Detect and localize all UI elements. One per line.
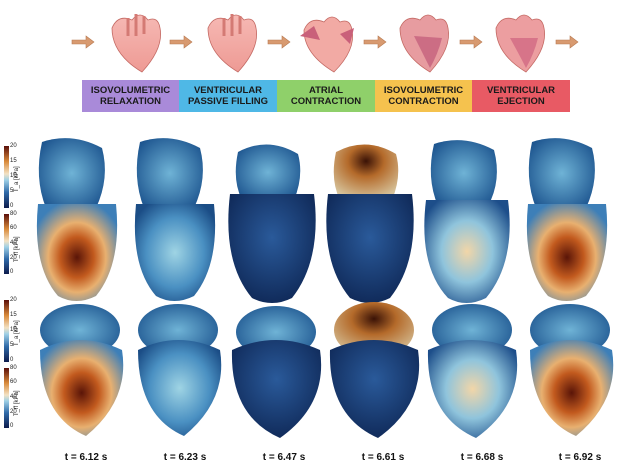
tick-label: 20 xyxy=(10,143,17,149)
heart-row1-t612 xyxy=(36,138,118,301)
heart-row2-t692 xyxy=(530,304,614,436)
colorbar-label: T_ff [kPa] xyxy=(14,236,20,262)
heart-icon xyxy=(300,16,354,73)
heart-icon xyxy=(399,14,449,73)
tick-label: 20 xyxy=(10,297,17,303)
heart-row1-t661 xyxy=(326,144,414,303)
heart-row2-t623 xyxy=(138,304,222,436)
heart-icon xyxy=(495,14,545,73)
colorbar-label: T_a [kPa] xyxy=(14,320,20,346)
arrow-icon xyxy=(267,35,291,49)
tick-label: 0 xyxy=(10,203,14,209)
phase-label: VENTRICULAR EJECTION xyxy=(486,85,556,107)
heart-row1-t668 xyxy=(424,140,510,303)
tick-label: 0 xyxy=(10,269,14,275)
phase-ventricular-ejection: VENTRICULAR EJECTION xyxy=(472,80,570,112)
tick-label: 10 xyxy=(10,173,17,179)
tick-label: 20 xyxy=(10,255,17,261)
tick-label: 5 xyxy=(10,342,14,348)
tick-label: 5 xyxy=(10,188,14,194)
tick-label: 60 xyxy=(10,379,17,385)
arrow-icon xyxy=(363,35,387,49)
heart-row2-t668 xyxy=(427,304,518,438)
tick-label: 10 xyxy=(10,327,17,333)
heart-row1-t647 xyxy=(228,144,316,303)
tick-label: 0 xyxy=(10,423,14,429)
heart-row1-t692 xyxy=(526,138,608,301)
arrow-icon xyxy=(459,35,483,49)
arrow-icon xyxy=(555,35,579,49)
colorbar-tff-row2 xyxy=(4,368,9,428)
heart-renderings xyxy=(36,138,614,438)
heart-row2-t647 xyxy=(231,306,322,438)
phase-label: ATRIAL CONTRACTION xyxy=(290,85,362,107)
arrow-icon xyxy=(71,35,95,49)
time-label: t = 6.12 s xyxy=(64,452,108,463)
phase-label: VENTRICULAR PASSIVE FILLING xyxy=(187,85,269,107)
heart-row2-t612 xyxy=(40,304,124,436)
arrow-icon xyxy=(169,35,193,49)
tick-label: 80 xyxy=(10,365,17,371)
time-label: t = 6.92 s xyxy=(558,452,602,463)
tick-label: 15 xyxy=(10,158,17,164)
colorbar-label: T_ff [kPa] xyxy=(14,390,20,416)
colorbars xyxy=(4,146,9,428)
phase-label: ISOVOLUMETRIC CONTRACTION xyxy=(383,85,464,107)
colorbar-label: T_a [kPa] xyxy=(14,166,20,192)
time-label: t = 6.61 s xyxy=(361,452,405,463)
phase-ventricular-passive-filling: VENTRICULAR PASSIVE FILLING xyxy=(179,80,277,112)
heart-icon xyxy=(207,14,257,73)
tick-label: 40 xyxy=(10,240,17,246)
phase-atrial-contraction: ATRIAL CONTRACTION xyxy=(277,80,375,112)
tick-label: 80 xyxy=(10,211,17,217)
tick-label: 15 xyxy=(10,312,17,318)
tick-label: 40 xyxy=(10,394,17,400)
colorbar-tff-row1 xyxy=(4,214,9,274)
tick-label: 0 xyxy=(10,357,14,363)
time-label: t = 6.47 s xyxy=(262,452,306,463)
colorbar-ta-row1 xyxy=(4,146,9,208)
phase-isovolumetric-relaxation: ISOVOLUMETRIC RELAXATION xyxy=(82,80,179,112)
phase-label: ISOVOLUMETRIC RELAXATION xyxy=(90,85,171,107)
tick-label: 20 xyxy=(10,409,17,415)
phase-isovolumetric-contraction: ISOVOLUMETRIC CONTRACTION xyxy=(375,80,472,112)
time-label: t = 6.68 s xyxy=(460,452,504,463)
heart-icon xyxy=(111,14,161,73)
heart-row2-t661 xyxy=(329,302,420,438)
cardiac-cycle-illustration xyxy=(71,14,579,73)
heart-row1-t623 xyxy=(134,138,216,301)
colorbar-ta-row2 xyxy=(4,300,9,362)
time-label: t = 6.23 s xyxy=(163,452,207,463)
tick-label: 60 xyxy=(10,225,17,231)
